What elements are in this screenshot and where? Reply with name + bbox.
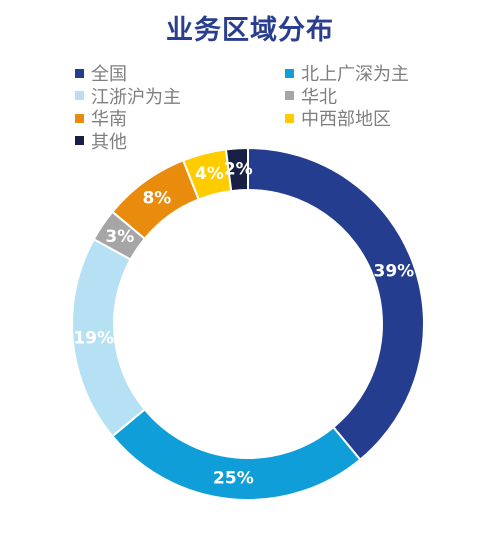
legend-item: 江浙沪为主 xyxy=(75,83,181,109)
slice-data-label: 25% xyxy=(213,468,254,488)
legend-item: 全国 xyxy=(75,60,127,86)
slice-data-label: 39% xyxy=(373,261,414,281)
legend-label: 江浙沪为主 xyxy=(91,86,181,108)
slice-data-label: 19% xyxy=(73,329,114,349)
legend-label: 中西部地区 xyxy=(301,109,391,130)
chart-title: 业务区域分布 xyxy=(166,15,334,46)
donut-slice xyxy=(224,146,249,193)
slice-data-label: 4% xyxy=(195,164,224,184)
legend-label: 其他 xyxy=(91,131,127,153)
slice-data-label: 3% xyxy=(105,227,134,247)
legend-label: 华北 xyxy=(301,86,337,108)
legend-label: 北上广深为主 xyxy=(301,64,409,85)
legend-swatch xyxy=(75,91,84,100)
legend-label: 华南 xyxy=(91,109,127,130)
legend-item: 中西部地区 xyxy=(285,105,391,131)
legend-label: 全国 xyxy=(91,64,127,85)
slice-data-label: 8% xyxy=(142,189,171,209)
legend-item: 华南 xyxy=(75,105,127,131)
legend-swatch xyxy=(75,113,84,123)
legend-swatch xyxy=(285,91,294,100)
legend-swatch xyxy=(285,68,294,78)
legend-item: 华北 xyxy=(285,83,337,109)
legend-swatch xyxy=(285,113,294,123)
legend-swatch xyxy=(75,136,84,145)
donut-slice xyxy=(247,146,425,462)
slice-data-label: 2% xyxy=(224,159,253,179)
legend-item: 其他 xyxy=(75,128,127,154)
legend-item: 北上广深为主 xyxy=(285,60,409,86)
legend-swatch xyxy=(75,68,84,78)
